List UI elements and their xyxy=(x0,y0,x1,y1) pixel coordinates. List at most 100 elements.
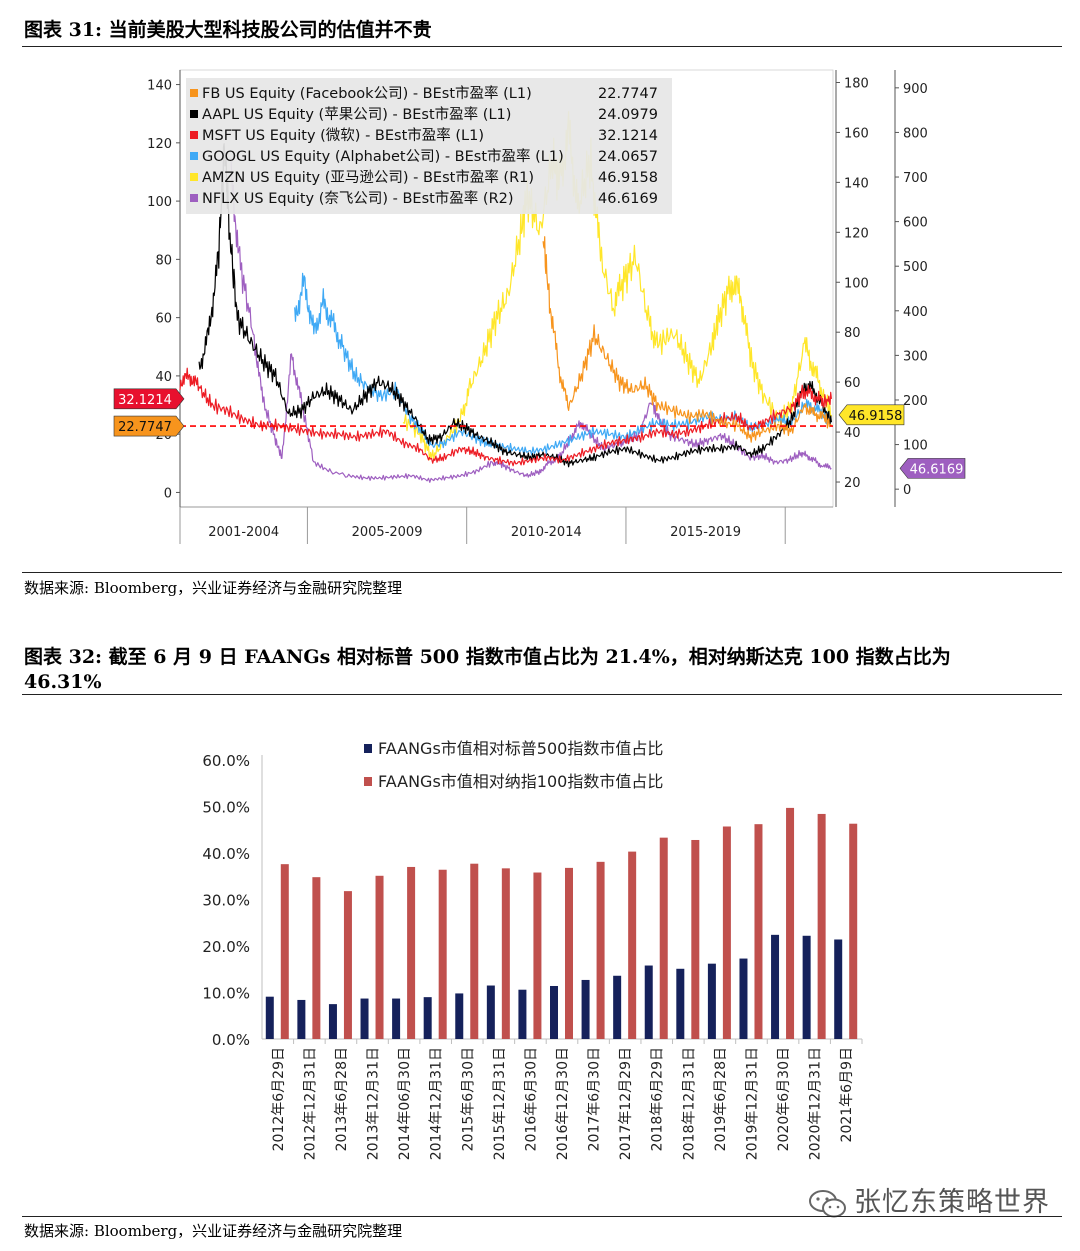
left-axis-tick-label: 40 xyxy=(155,370,172,385)
legend-swatch xyxy=(190,131,198,139)
x-tick-label: 2013年12月31日 xyxy=(366,1047,382,1160)
fig32-top-rule xyxy=(22,694,1062,695)
legend-label: FAANGs市值相对纳指100指数市值占比 xyxy=(378,772,663,791)
y-tick-label: 20.0% xyxy=(202,938,250,956)
bar-ndx100-10 xyxy=(596,861,605,1039)
bar-ndx100-0 xyxy=(280,864,289,1039)
bar-ndx100-12 xyxy=(659,837,668,1039)
legend-label: MSFT US Equity (微软) - BEst市盈率 (L1) xyxy=(202,127,484,144)
right-axis-2-tick-label: 600 xyxy=(903,216,928,231)
right-axis-2-tick-label: 200 xyxy=(903,394,928,409)
bar-sp500-4 xyxy=(392,998,401,1039)
legend-last-value: 24.0979 xyxy=(598,107,658,123)
right-axis-1-tick-label: 20 xyxy=(844,476,861,491)
legend-swatch xyxy=(364,777,372,786)
x-tick-label: 2020年12月31日 xyxy=(808,1047,824,1160)
bar-sp500-12 xyxy=(644,965,653,1039)
bar-sp500-11 xyxy=(613,975,622,1039)
legend-last-value: 46.6169 xyxy=(598,191,658,207)
x-tick-label: 2014年06月30日 xyxy=(397,1047,413,1160)
bar-sp500-1 xyxy=(297,999,306,1039)
bar-ndx100-2 xyxy=(343,891,352,1039)
value-tag-text: 22.7747 xyxy=(118,420,172,435)
bar-sp500-17 xyxy=(802,935,811,1039)
bar-sp500-15 xyxy=(739,958,748,1039)
series-line-1 xyxy=(198,143,832,468)
bar-ndx100-18 xyxy=(849,823,858,1039)
legend-swatch xyxy=(190,152,198,160)
x-tick-label: 2021年6月9日 xyxy=(839,1047,855,1142)
right-axis-2-tick-label: 700 xyxy=(903,171,928,186)
right-axis-2-tick-label: 100 xyxy=(903,439,928,454)
x-tick-label: 2016年12月30日 xyxy=(555,1047,571,1160)
value-tag-46.6169 xyxy=(899,458,966,479)
fig32-title-line1: 图表 32: 截至 6 月 9 日 FAANGs 相对标普 500 指数市值占比… xyxy=(24,646,951,668)
legend-label: AAPL US Equity (苹果公司) - BEst市盈率 (L1) xyxy=(202,106,511,123)
left-axis-tick-label: 100 xyxy=(147,195,172,210)
value-tag-text: 46.6169 xyxy=(910,462,964,477)
x-tick-label: 2016年6月30日 xyxy=(523,1047,539,1151)
value-tag-text: 32.1214 xyxy=(118,393,172,408)
bar-ndx100-4 xyxy=(407,866,416,1039)
y-tick-label: 30.0% xyxy=(202,892,250,910)
x-tick-label: 2019年6月28日 xyxy=(713,1047,729,1151)
fig31-title: 图表 31: 当前美股大型科技股公司的估值并不贵 xyxy=(24,19,432,41)
bar-sp500-0 xyxy=(265,996,274,1039)
fig32-source: 数据来源: Bloomberg，兴业证券经济与金融研究院整理 xyxy=(24,1222,403,1240)
series-line-5 xyxy=(230,157,832,483)
legend-swatch xyxy=(190,173,198,181)
bar-sp500-5 xyxy=(423,997,432,1039)
x-tick-label: 2005-2009 xyxy=(352,525,423,540)
x-tick-label: 2015-2019 xyxy=(670,525,741,540)
bar-sp500-7 xyxy=(486,985,495,1039)
right-axis-1-tick-label: 100 xyxy=(844,276,869,291)
x-tick-label: 2017年12月29日 xyxy=(618,1047,634,1160)
legend-label: GOOGL US Equity (Alphabet公司) - BEst市盈率 (… xyxy=(202,148,564,165)
legend-label: FB US Equity (Facebook公司) - BEst市盈率 (L1) xyxy=(202,85,532,102)
bar-ndx100-17 xyxy=(817,813,826,1039)
x-tick-label: 2014年12月31日 xyxy=(429,1047,445,1160)
value-tag-46.9158 xyxy=(838,404,905,426)
bar-sp500-2 xyxy=(328,1004,337,1039)
legend-swatch xyxy=(190,110,198,118)
legend-box xyxy=(186,78,672,214)
right-axis-2-tick-label: 900 xyxy=(903,82,928,97)
bar-ndx100-6 xyxy=(470,863,479,1039)
right-axis-1-tick-label: 80 xyxy=(844,326,861,341)
bar-ndx100-14 xyxy=(722,826,731,1039)
x-tick-label: 2018年12月31日 xyxy=(681,1047,697,1160)
fig32-chart: 0.0% 10.0% 20.0% 30.0% 40.0% 50.0% 60.0% 2012年6… xyxy=(202,739,863,1160)
legend-swatch xyxy=(190,194,198,202)
y-tick-label: 10.0% xyxy=(202,985,250,1003)
right-axis-2-tick-label: 400 xyxy=(903,305,928,320)
right-axis-1-tick-label: 40 xyxy=(844,426,861,441)
bar-ndx100-11 xyxy=(628,851,637,1039)
legend-last-value: 24.0657 xyxy=(598,149,658,165)
y-tick-label: 0.0% xyxy=(212,1031,250,1049)
right-axis-2-tick-label: 0 xyxy=(903,483,911,498)
bar-sp500-14 xyxy=(707,963,716,1039)
value-tag-22.7747 xyxy=(113,415,185,437)
bar-ndx100-3 xyxy=(375,875,384,1039)
wechat-icon xyxy=(809,1189,846,1217)
bar-sp500-9 xyxy=(550,985,558,1039)
x-tick-label: 2015年6月30日 xyxy=(460,1047,476,1151)
x-tick-label: 2012年6月29日 xyxy=(271,1047,287,1151)
x-tick-label: 2010-2014 xyxy=(511,525,582,540)
series-line-3 xyxy=(294,272,832,456)
x-tick-label: 2015年12月31日 xyxy=(492,1047,508,1160)
fig31-chart: 2001-2004 2005-2009 2010-2014 2015-2019 0 20 4… xyxy=(113,69,966,544)
bar-ndx100-9 xyxy=(565,867,573,1039)
bar-sp500-18 xyxy=(834,939,843,1039)
x-tick-label: 2013年6月28日 xyxy=(334,1047,350,1151)
fig32-bottom-rule xyxy=(22,1216,1062,1217)
right-axis-2-tick-label: 800 xyxy=(903,126,928,141)
left-axis-tick-label: 80 xyxy=(155,253,172,268)
legend-swatch xyxy=(190,89,198,97)
legend-last-value: 22.7747 xyxy=(598,86,658,102)
bar-ndx100-15 xyxy=(754,824,763,1039)
y-tick-label: 50.0% xyxy=(202,799,250,817)
legend-last-value: 46.9158 xyxy=(598,170,658,186)
x-tick-label: 2020年6月30日 xyxy=(776,1047,792,1151)
right-axis-1-tick-label: 60 xyxy=(844,376,861,391)
